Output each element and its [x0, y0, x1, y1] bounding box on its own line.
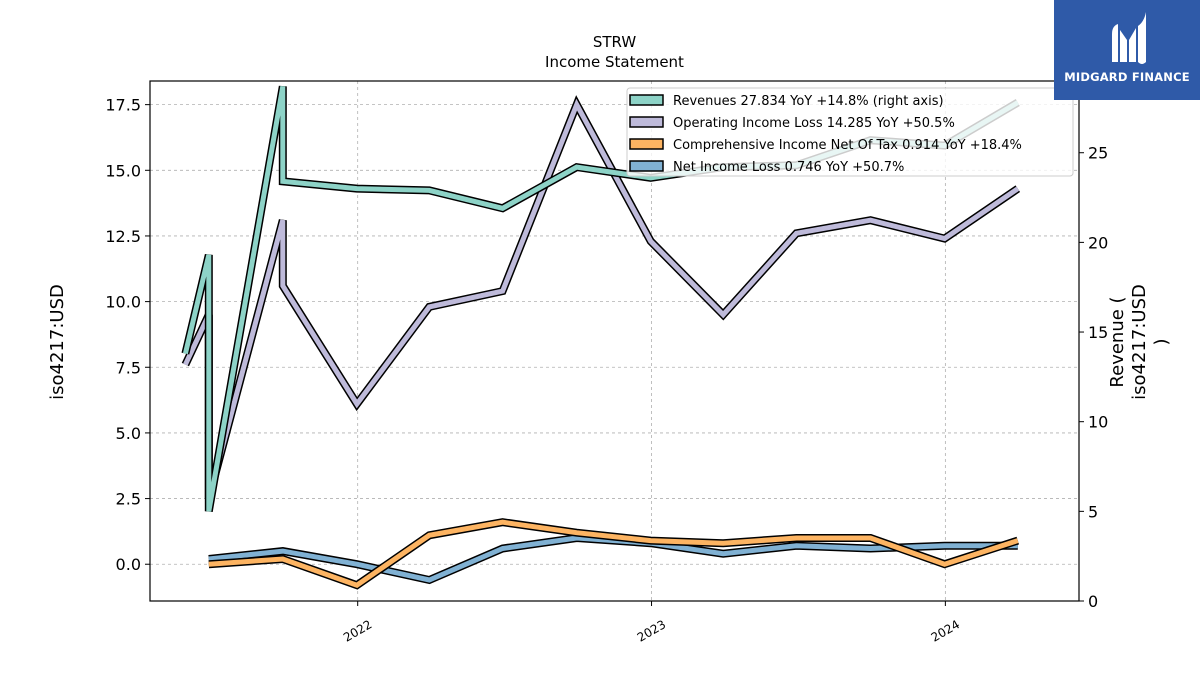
series-line [183, 98, 1020, 500]
chart-title: STRW [593, 33, 636, 51]
y-tick-label-left: 7.5 [116, 358, 141, 377]
y-tick-label-left: 15.0 [105, 161, 141, 180]
y-tick-label-left: 5.0 [116, 424, 141, 443]
y-tick-label-right: 25 [1088, 144, 1108, 163]
y-axis-label-right-line: ) [1151, 338, 1172, 345]
y-tick-label-left: 0.0 [116, 555, 141, 574]
logo-mark-icon [1112, 12, 1146, 64]
y-axis-label-right-line: Revenue ( [1107, 296, 1128, 387]
y-axis-label-right: Revenue (iso4217:USD) [1107, 284, 1172, 400]
legend-label: Net Income Loss 0.746 YoY +50.7% [673, 160, 904, 175]
x-tick-label: 2023 [635, 617, 668, 644]
legend-label: Operating Income Loss 14.285 YoY +50.5% [673, 116, 955, 131]
legend-swatch [629, 138, 664, 150]
x-tick-label: 2024 [929, 617, 962, 644]
y-tick-label-right: 15 [1088, 323, 1108, 342]
chart-subtitle: Income Statement [545, 53, 684, 71]
legend: Revenues 27.834 YoY +14.8% (right axis) O… [626, 87, 1074, 177]
y-axis-label-right-line: iso4217:USD [1129, 284, 1150, 400]
legend-swatch [629, 94, 664, 106]
logo-text: MIDGARD FINANCE [1064, 70, 1190, 84]
y-axis-label-left: iso4217:USD [47, 284, 68, 400]
y-tick-label-left: 12.5 [105, 227, 141, 246]
legend-label: Comprehensive Income Net Of Tax 0.914 Yo… [673, 138, 1022, 153]
y-tick-label-left: 17.5 [105, 96, 141, 115]
legend-swatch [629, 160, 664, 172]
y-tick-label-left: 10.0 [105, 293, 141, 312]
legend-swatch [629, 116, 664, 128]
series-line [208, 519, 1019, 588]
y-tick-label-right: 0 [1088, 592, 1098, 611]
logo: MIDGARD FINANCE [1054, 0, 1200, 100]
legend-label: Revenues 27.834 YoY +14.8% (right axis) [673, 94, 944, 109]
y-tick-label-right: 5 [1088, 502, 1098, 521]
legend-box [626, 87, 1074, 177]
y-tick-label-right: 20 [1088, 233, 1108, 252]
y-tick-label-right: 10 [1088, 413, 1108, 432]
x-tick-label: 2022 [341, 617, 374, 644]
y-tick-label-left: 2.5 [116, 490, 141, 509]
series-layer [181, 85, 1021, 590]
plot-frame [149, 80, 1080, 602]
